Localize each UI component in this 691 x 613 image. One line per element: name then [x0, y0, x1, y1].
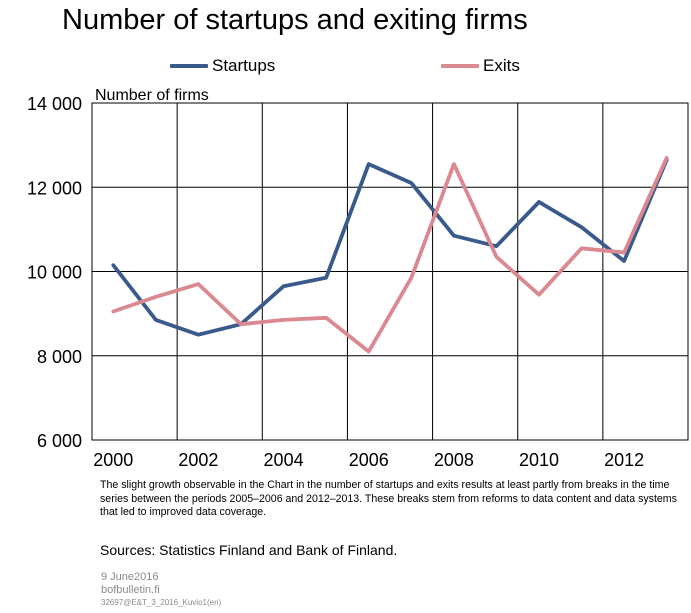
legend-swatch-exits: [441, 64, 479, 68]
chart-note: The slight growth observable in the Char…: [100, 479, 677, 518]
x-tick-label: 2012: [604, 450, 644, 470]
footer-site: bofbulletin.fi: [101, 584, 160, 596]
series-line-exits: [111, 155, 669, 354]
y-tick-label: 10 000: [27, 263, 82, 283]
y-tick-label: 12 000: [27, 178, 82, 198]
legend-item-exits: Exits: [441, 55, 520, 77]
legend-label-exits: Exits: [483, 56, 520, 75]
chart-title: Number of startups and exiting firms: [62, 4, 528, 36]
y-tick-label: 6 000: [37, 431, 82, 451]
x-tick-label: 2008: [434, 450, 474, 470]
legend-label-startups: Startups: [212, 56, 276, 75]
gridlines: [92, 103, 688, 440]
legend-swatch-startups: [170, 64, 208, 68]
series-line-startups: [111, 157, 669, 337]
legend-item-startups: Startups: [170, 55, 275, 77]
x-tick-label: 2006: [349, 450, 389, 470]
y-axis-label: Number of firms: [95, 87, 209, 104]
footer-code: 32697@E&T_3_2016_Kuvio1(en): [101, 598, 222, 607]
x-tick-label: 2002: [178, 450, 218, 470]
x-tick-label: 2000: [93, 450, 133, 470]
y-tick-label: 14 000: [27, 94, 82, 114]
x-tick-label: 2010: [519, 450, 559, 470]
series-lines: [111, 155, 669, 354]
y-tick-label: 8 000: [37, 347, 82, 367]
footer-date: 9 June2016: [101, 571, 159, 583]
sources-text: Sources: Statistics Finland and Bank of …: [100, 542, 398, 558]
x-tick-labels: 2000 2002 2004 2006 2008 2010 2012: [93, 450, 644, 470]
y-tick-labels: 14 000 12 000 10 000 8 000 6 000: [27, 94, 82, 451]
x-tick-label: 2004: [264, 450, 304, 470]
